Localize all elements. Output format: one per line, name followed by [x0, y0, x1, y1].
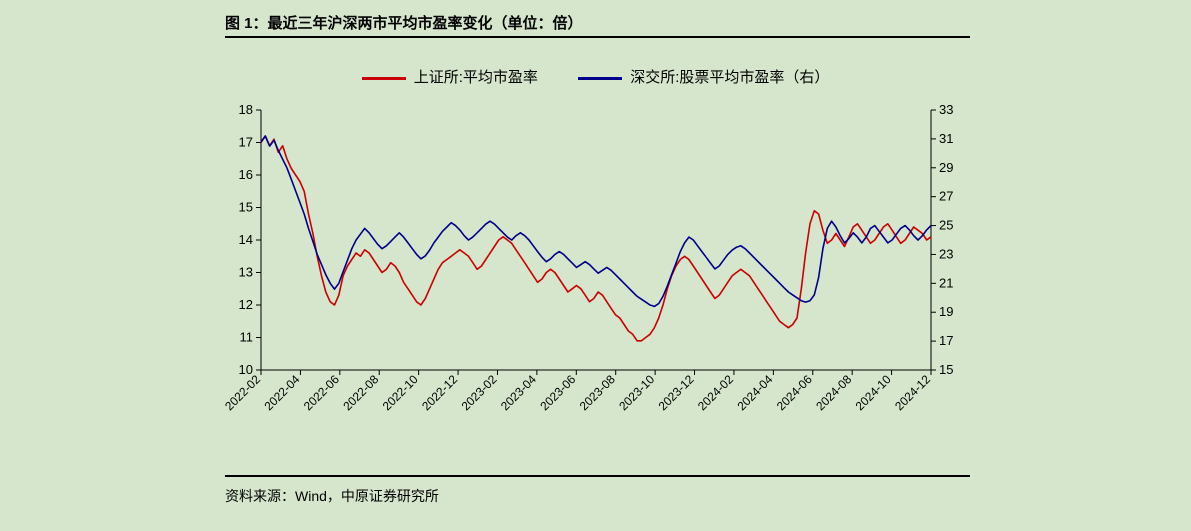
svg-text:2023-06: 2023-06 [537, 372, 578, 413]
svg-text:23: 23 [939, 246, 953, 261]
svg-text:33: 33 [939, 102, 953, 117]
svg-text:19: 19 [939, 304, 953, 319]
svg-text:18: 18 [239, 102, 253, 117]
svg-text:2024-04: 2024-04 [734, 372, 775, 413]
svg-text:15: 15 [239, 200, 253, 215]
svg-text:29: 29 [939, 160, 953, 175]
svg-text:27: 27 [939, 189, 953, 204]
svg-text:17: 17 [939, 333, 953, 348]
svg-text:2024-02: 2024-02 [695, 372, 736, 413]
svg-text:2024-10: 2024-10 [853, 372, 894, 413]
title-divider [225, 36, 970, 38]
svg-text:2024-12: 2024-12 [892, 372, 933, 413]
svg-text:31: 31 [939, 131, 953, 146]
legend: 上证所:平均市盈率 深交所:股票平均市盈率（右） [0, 66, 1191, 87]
chart-title: 图 1：最近三年沪深两市平均市盈率变化（单位：倍） [225, 12, 583, 33]
legend-item-series1: 上证所:平均市盈率 [362, 66, 538, 87]
svg-text:16: 16 [239, 167, 253, 182]
svg-text:11: 11 [240, 330, 254, 345]
svg-text:2022-10: 2022-10 [380, 372, 421, 413]
svg-text:2023-04: 2023-04 [498, 372, 539, 413]
legend-swatch-2 [578, 77, 622, 80]
svg-text:25: 25 [939, 218, 953, 233]
source-divider [225, 475, 970, 477]
svg-text:2022-12: 2022-12 [419, 372, 460, 413]
legend-label-2: 深交所:股票平均市盈率（右） [630, 69, 829, 86]
svg-text:2023-08: 2023-08 [577, 372, 618, 413]
legend-item-series2: 深交所:股票平均市盈率（右） [578, 66, 829, 87]
legend-swatch-1 [362, 77, 406, 80]
svg-text:2023-10: 2023-10 [616, 372, 657, 413]
svg-text:15: 15 [939, 362, 953, 377]
svg-text:2022-06: 2022-06 [301, 372, 342, 413]
chart-area: 1011121314151617181517192123252729313320… [225, 100, 970, 430]
svg-text:12: 12 [239, 297, 253, 312]
svg-text:2022-02: 2022-02 [225, 372, 263, 413]
svg-text:2023-02: 2023-02 [459, 372, 500, 413]
svg-text:2024-06: 2024-06 [774, 372, 815, 413]
svg-text:2024-08: 2024-08 [813, 372, 854, 413]
chart-svg: 1011121314151617181517192123252729313320… [225, 100, 970, 430]
svg-text:14: 14 [239, 232, 253, 247]
svg-text:21: 21 [939, 275, 953, 290]
svg-text:17: 17 [239, 135, 253, 150]
legend-label-1: 上证所:平均市盈率 [414, 69, 538, 86]
svg-text:2022-08: 2022-08 [340, 372, 381, 413]
source-text: 资料来源：Wind，中原证券研究所 [225, 486, 439, 506]
svg-text:13: 13 [239, 265, 253, 280]
svg-text:2022-04: 2022-04 [261, 372, 302, 413]
svg-text:2023-12: 2023-12 [656, 372, 697, 413]
